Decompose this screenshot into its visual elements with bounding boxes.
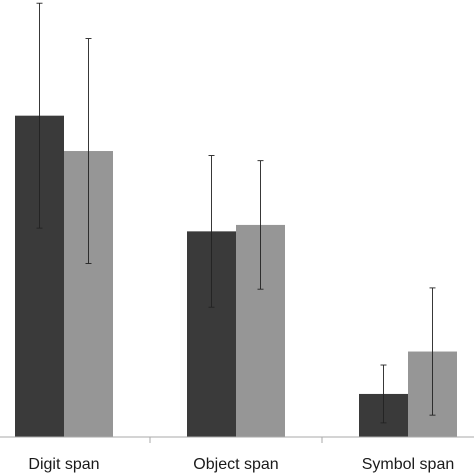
tick-label-symbol-span: Symbol span xyxy=(362,456,455,473)
x-axis-labels: Digit span Object span Symbol span xyxy=(28,456,454,473)
bars-layer xyxy=(15,115,457,438)
error-bar-symbol-span-series-1 xyxy=(380,364,387,424)
error-bar-object-span-series-1 xyxy=(208,155,215,308)
error-bars-layer xyxy=(36,2,436,424)
tick-label-digit-span: Digit span xyxy=(28,456,99,473)
tick-label-object-span: Object span xyxy=(193,456,278,473)
error-bar-digit-span-series-2 xyxy=(85,38,92,264)
error-bar-symbol-span-series-2 xyxy=(429,287,436,416)
error-bar-object-span-series-2 xyxy=(257,160,264,290)
error-bar-digit-span-series-1 xyxy=(36,2,43,229)
x-axis-ticks xyxy=(149,437,323,443)
